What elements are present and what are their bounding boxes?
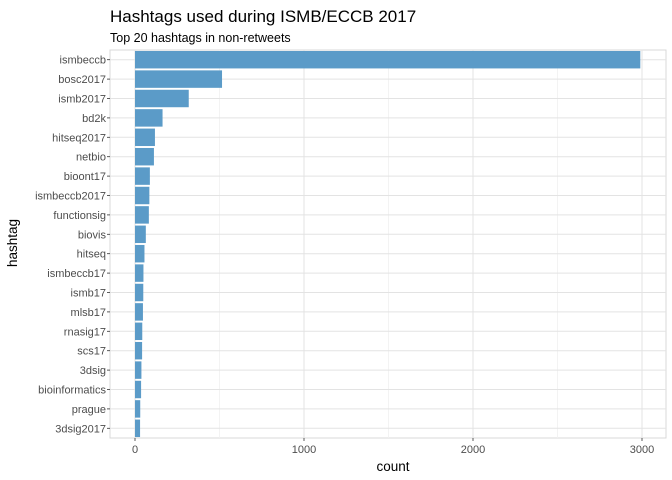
x-tick-label: 2000 — [461, 444, 485, 456]
y-tick-label: ismb2017 — [58, 94, 106, 106]
bar-ismbeccb17 — [135, 264, 144, 282]
y-tick-label: ismbeccb — [60, 55, 106, 67]
bar-ismbeccb — [135, 50, 641, 69]
y-tick-label: hitseq — [77, 249, 106, 261]
y-axis-ticks: ismbeccb bosc2017 ismb2017 bd2k hitseq2017 ne… — [35, 55, 110, 435]
y-tick-label: scs17 — [77, 346, 106, 358]
y-tick-label: bioont17 — [64, 171, 106, 183]
bar-netbio — [135, 147, 154, 166]
y-tick-label: 3dsig2017 — [55, 423, 106, 435]
bar-ismbeccb2017 — [135, 186, 150, 205]
chart-title: Hashtags used during ISMB/ECCB 2017 — [110, 7, 416, 26]
y-tick-label: ismbeccb17 — [47, 268, 106, 280]
bar-biovis — [135, 225, 146, 244]
bar-3dsig — [135, 361, 142, 379]
y-tick-label: ismbeccb2017 — [35, 191, 106, 203]
x-axis-ticks: 0 1000 2000 3000 — [132, 438, 654, 456]
chart-subtitle: Top 20 hashtags in non-retweets — [110, 31, 291, 45]
y-tick-label: bosc2017 — [58, 74, 106, 86]
y-tick-label: hitseq2017 — [52, 132, 106, 144]
y-tick-label: rnasig17 — [64, 326, 106, 338]
bar-hitseq2017 — [135, 128, 155, 147]
bar-mlsb17 — [135, 303, 143, 321]
y-tick-label: bd2k — [82, 113, 106, 125]
bar-prague — [135, 400, 141, 418]
bar-bioont17 — [135, 167, 150, 185]
bar-bioinformatics — [135, 380, 142, 399]
grid — [109, 49, 667, 439]
y-tick-label: biovis — [78, 229, 107, 241]
x-axis-title: count — [376, 459, 409, 474]
bar-3dsig2017 — [135, 419, 141, 438]
bar-ismb2017 — [135, 89, 189, 108]
bar-rnasig17 — [135, 322, 143, 341]
x-tick-label: 3000 — [630, 444, 654, 456]
bar-ismb17 — [135, 283, 144, 302]
y-tick-label: ismb17 — [71, 288, 106, 300]
bar-functionsig — [135, 206, 149, 224]
y-tick-label: functionsig — [53, 210, 106, 222]
bar-bosc2017 — [135, 70, 223, 88]
panel-border — [109, 49, 667, 439]
bars — [135, 50, 641, 438]
y-tick-label: bioinformatics — [38, 385, 106, 397]
y-tick-label: mlsb17 — [71, 307, 106, 319]
bar-scs17 — [135, 341, 143, 360]
x-tick-label: 1000 — [292, 444, 316, 456]
bar-bd2k — [135, 109, 163, 127]
y-tick-label: 3dsig — [80, 365, 106, 377]
bar-hitseq — [135, 244, 145, 263]
y-tick-label: prague — [72, 404, 106, 416]
y-axis-title: hashtag — [5, 219, 20, 267]
x-tick-label: 0 — [132, 444, 138, 456]
y-tick-label: netbio — [76, 152, 106, 164]
